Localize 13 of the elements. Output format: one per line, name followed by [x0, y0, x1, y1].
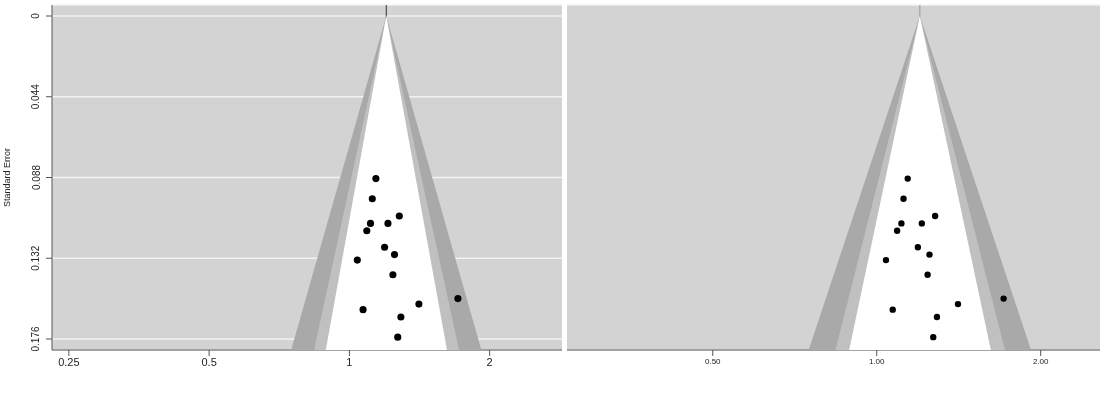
y-tick-label: 0.044 [30, 83, 42, 110]
y-tick-label: 0.176 [30, 326, 42, 352]
x-tick-label: 2.00 [1032, 356, 1050, 366]
x-tick-label: 0.25 [58, 355, 80, 368]
x-tick-label: 0.50 [704, 356, 722, 366]
y-tick-label: 0 [30, 12, 42, 19]
y-axis-title: Standard Error [2, 147, 13, 208]
y-tick-label: 0.088 [30, 164, 42, 191]
x-tick-label: 1.00 [868, 356, 886, 366]
y-tick-label: 0.132 [30, 245, 42, 271]
x-tick-label: 2 [486, 355, 493, 368]
x-tick-label: 1 [346, 355, 353, 368]
x-tick-label: 0.5 [201, 355, 217, 368]
